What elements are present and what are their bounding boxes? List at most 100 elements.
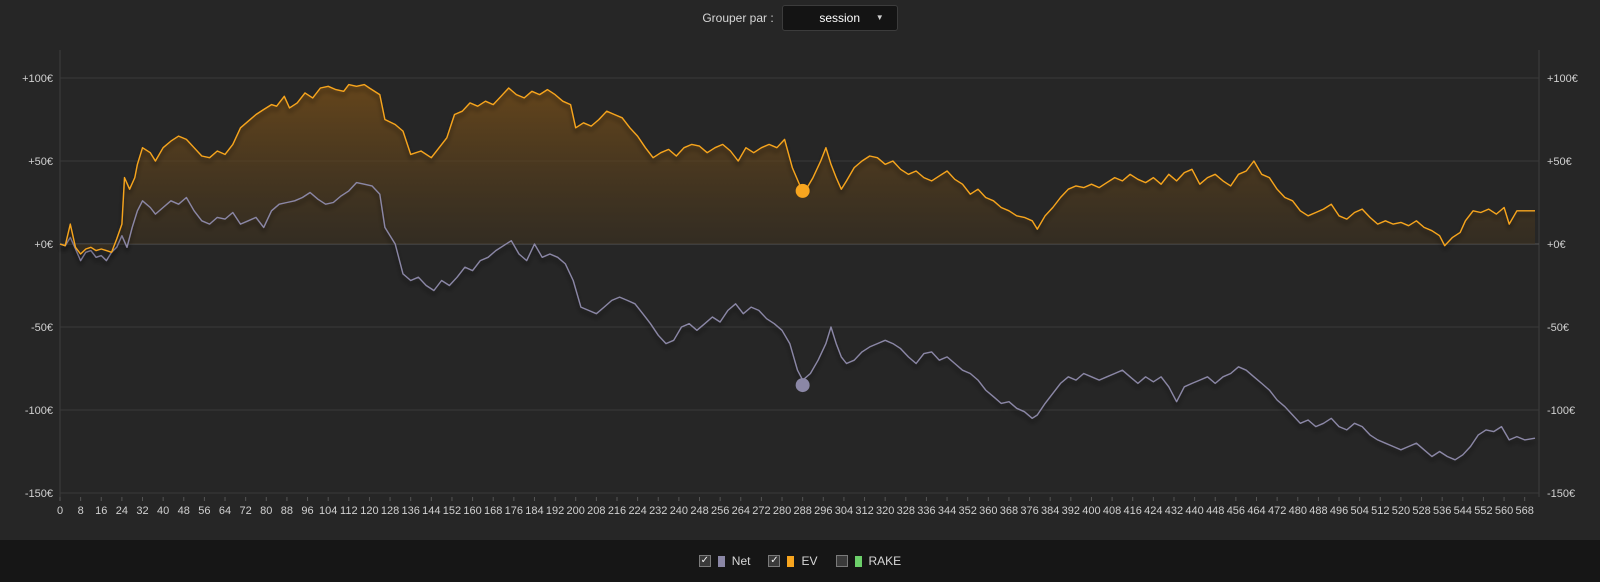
x-tick-label: 456 — [1227, 505, 1245, 517]
y-tick-label-right: +0€ — [1547, 239, 1566, 251]
x-tick-label: 472 — [1268, 505, 1286, 517]
series-line-ev — [59, 83, 1535, 255]
x-tick-label: 120 — [360, 505, 378, 517]
checkbox-ev[interactable]: ✓ — [768, 555, 781, 567]
x-tick-label: 0 — [57, 505, 63, 517]
x-tick-label: 312 — [855, 505, 873, 517]
x-tick-label: 56 — [198, 505, 210, 517]
x-tick-label: 88 — [281, 505, 293, 517]
x-tick-label: 264 — [732, 505, 750, 517]
x-tick-label: 176 — [505, 505, 523, 517]
x-tick-label: 512 — [1371, 505, 1389, 517]
legend-item-rake[interactable]: RAKE — [835, 554, 902, 568]
x-tick-label: 224 — [628, 505, 646, 517]
x-tick-label: 40 — [157, 505, 169, 517]
x-tick-label: 128 — [381, 505, 399, 517]
legend-label-net: Net — [731, 554, 751, 568]
x-tick-label: 352 — [959, 505, 977, 517]
y-tick-label-right: -100€ — [1547, 405, 1575, 417]
x-tick-label: 104 — [319, 505, 337, 517]
y-tick-label-right: +50€ — [1547, 156, 1572, 168]
x-tick-label: 296 — [814, 505, 832, 517]
x-tick-label: 464 — [1247, 505, 1265, 517]
y-tick-label-right: -150€ — [1547, 488, 1575, 500]
legend-swatch-rake — [854, 555, 862, 567]
y-tick-label-right: +100€ — [1547, 73, 1578, 85]
x-tick-label: 184 — [525, 505, 543, 517]
x-tick-label: 424 — [1144, 505, 1162, 517]
legend-label-rake: RAKE — [868, 554, 902, 568]
chart-series — [59, 83, 1536, 461]
x-tick-label: 136 — [402, 505, 420, 517]
x-tick-label: 504 — [1350, 505, 1368, 517]
chart-area: -150€ -150€ -100€ -100€ -50€ -50€ +0€ +0€ +50€ +5… — [22, 50, 1578, 517]
legend-item-net[interactable]: ✓ Net — [698, 554, 751, 568]
y-tick-label-left: +100€ — [22, 73, 53, 85]
x-tick-label: 64 — [219, 505, 231, 517]
x-tick-label: 368 — [1000, 505, 1018, 517]
x-tick-label: 152 — [443, 505, 461, 517]
x-tick-label: 208 — [587, 505, 605, 517]
x-tick-label: 48 — [178, 505, 190, 517]
x-tick-label: 320 — [876, 505, 894, 517]
legend-swatch-ev — [787, 555, 795, 567]
groupby-select[interactable]: session ▼ — [781, 5, 898, 31]
x-tick-label: 496 — [1330, 505, 1348, 517]
x-tick-label: 200 — [567, 505, 585, 517]
x-tick-label: 192 — [546, 505, 564, 517]
x-tick-label: 336 — [917, 505, 935, 517]
y-tick-label-left: -100€ — [25, 405, 53, 417]
x-tick-label: 80 — [260, 505, 272, 517]
x-tick-label: 304 — [835, 505, 853, 517]
x-tick-label: 568 — [1516, 505, 1534, 517]
groupby-label: Grouper par : — [702, 11, 774, 25]
groupby-bar: Grouper par : session ▼ — [0, 0, 1600, 36]
checkmark-icon: ✓ — [770, 555, 779, 566]
y-tick-label-left: +50€ — [28, 156, 53, 168]
x-tick-label: 256 — [711, 505, 729, 517]
legend-item-ev[interactable]: ✓ EV — [768, 554, 818, 568]
x-tick-label: 384 — [1041, 505, 1059, 517]
legend-swatch-net — [717, 555, 725, 567]
legend: ✓ Net ✓ EV RAKE — [0, 540, 1600, 582]
x-tick-label: 448 — [1206, 505, 1224, 517]
checkbox-net[interactable]: ✓ — [698, 555, 711, 567]
x-tick-label: 560 — [1495, 505, 1513, 517]
x-tick-label: 8 — [78, 505, 84, 517]
x-tick-label: 440 — [1185, 505, 1203, 517]
x-tick-label: 232 — [649, 505, 667, 517]
x-tick-label: 328 — [897, 505, 915, 517]
x-tick-label: 536 — [1433, 505, 1451, 517]
marker-net[interactable] — [795, 378, 810, 393]
x-tick-label: 216 — [608, 505, 626, 517]
x-tick-label: 272 — [752, 505, 770, 517]
chart-axes: -150€ -150€ -100€ -100€ -50€ -50€ +0€ +0€ +50€ +5… — [22, 73, 1578, 517]
x-tick-label: 544 — [1454, 505, 1472, 517]
x-tick-label: 248 — [690, 505, 708, 517]
x-tick-label: 288 — [793, 505, 811, 517]
x-tick-label: 112 — [340, 505, 358, 517]
x-tick-label: 488 — [1309, 505, 1327, 517]
x-tick-label: 408 — [1103, 505, 1121, 517]
y-tick-label-left: -150€ — [25, 488, 53, 500]
legend-label-ev: EV — [801, 554, 818, 568]
x-tick-label: 552 — [1474, 505, 1492, 517]
x-tick-label: 32 — [136, 505, 148, 517]
y-tick-label-left: +0€ — [34, 239, 53, 251]
ev-area — [60, 84, 1535, 254]
x-tick-label: 528 — [1412, 505, 1430, 517]
y-tick-label-left: -50€ — [31, 322, 53, 334]
groupby-select-value: session — [819, 11, 861, 25]
x-tick-label: 416 — [1124, 505, 1142, 517]
x-tick-label: 24 — [116, 505, 128, 517]
marker-ev[interactable] — [795, 183, 810, 198]
x-tick-label: 400 — [1082, 505, 1100, 517]
x-tick-label: 520 — [1392, 505, 1410, 517]
checkbox-rake[interactable] — [835, 555, 848, 567]
chart-markers — [795, 183, 810, 393]
x-tick-label: 432 — [1165, 505, 1183, 517]
y-tick-label-right: -50€ — [1547, 322, 1569, 334]
chevron-down-icon: ▼ — [875, 13, 884, 22]
x-tick-label: 168 — [484, 505, 502, 517]
checkmark-icon: ✓ — [700, 555, 709, 566]
